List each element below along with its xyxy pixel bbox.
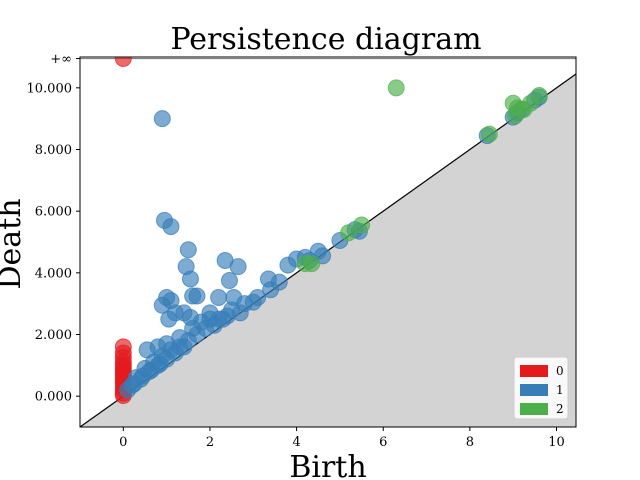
x-tick-label-0: 0 <box>119 435 127 450</box>
legend-swatch-2 <box>520 403 548 415</box>
x-axis-label: Birth <box>289 450 366 480</box>
point-dim2-11 <box>480 125 498 143</box>
point-dim1-3 <box>179 241 197 259</box>
legend-swatch-0 <box>520 365 548 377</box>
point-dim2-4 <box>353 216 371 234</box>
point-dim1-5 <box>181 270 199 288</box>
x-tick-label-1: 2 <box>206 435 214 450</box>
point-dim1-10 <box>220 272 238 290</box>
point-dim1-69 <box>151 355 169 373</box>
point-dim1-9 <box>229 258 247 276</box>
x-tick-label-2: 4 <box>292 435 300 450</box>
point-dim1-15 <box>153 296 171 314</box>
y-tick-label-4: 8.000 <box>35 143 72 158</box>
point-dim2-2 <box>303 255 321 273</box>
legend-label-0: 0 <box>556 364 564 378</box>
point-dim1-19 <box>160 310 178 328</box>
x-tick-label-3: 6 <box>379 435 387 450</box>
legend-swatch-1 <box>520 384 548 396</box>
y-tick-label-1: 2.000 <box>35 328 72 343</box>
point-dim1-73 <box>270 273 288 291</box>
chart-title: Persistence diagram <box>170 22 481 57</box>
y-axis-label: Death <box>0 198 28 289</box>
point-dim1-72 <box>249 289 267 306</box>
y-tick-label-2: 4.000 <box>35 266 72 281</box>
y-tick-label-3: 6.000 <box>35 205 72 220</box>
point-dim2-3 <box>340 224 358 242</box>
y-tick-label-5: 10.000 <box>27 81 73 96</box>
legend: 0 1 2 <box>513 356 569 420</box>
point-dim2-10 <box>506 107 524 125</box>
point-dim1-7 <box>188 287 206 305</box>
legend-label-2: 2 <box>556 402 564 416</box>
point-dim1-64 <box>175 338 193 356</box>
point-dim0-0 <box>114 57 132 68</box>
x-tick-label-4: 8 <box>466 435 474 450</box>
legend-label-1: 1 <box>556 383 564 397</box>
y-tick-label-inf: +∞ <box>50 52 72 67</box>
point-dim1-2 <box>162 218 180 236</box>
point-dim1-11 <box>210 289 228 306</box>
plot-frame <box>79 56 577 428</box>
point-dim2-9 <box>530 87 548 105</box>
y-tick-label-0: 0.000 <box>35 390 72 405</box>
point-dim2-0 <box>387 79 405 97</box>
x-tick-label-5: 10 <box>548 435 565 450</box>
point-dim1-0 <box>153 110 171 128</box>
